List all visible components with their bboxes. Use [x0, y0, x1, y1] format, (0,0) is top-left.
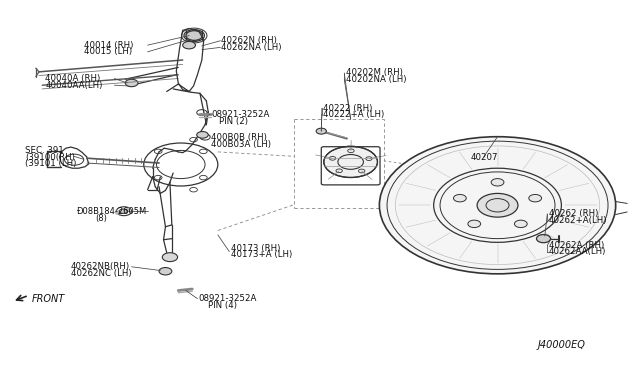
Text: 400B03A (LH): 400B03A (LH) [211, 140, 271, 149]
Circle shape [536, 235, 550, 243]
Text: 40262NC (LH): 40262NC (LH) [71, 269, 132, 278]
Text: 08921-3252A: 08921-3252A [211, 110, 270, 119]
Text: 40202NA (LH): 40202NA (LH) [346, 75, 406, 84]
Circle shape [163, 253, 177, 262]
Text: Ð08B184-2605M: Ð08B184-2605M [77, 208, 148, 217]
Circle shape [468, 220, 481, 228]
Text: 08921-3252A: 08921-3252A [198, 294, 257, 303]
Circle shape [186, 31, 202, 40]
Circle shape [182, 41, 195, 49]
Text: 40202M (RH): 40202M (RH) [346, 68, 403, 77]
Text: 40222 (RH): 40222 (RH) [323, 104, 372, 113]
Text: 400B0B (RH): 400B0B (RH) [211, 133, 268, 142]
Text: (39101 (LH): (39101 (LH) [25, 159, 76, 168]
Text: 40014 (RH): 40014 (RH) [84, 41, 133, 50]
Circle shape [316, 128, 326, 134]
Circle shape [125, 79, 138, 87]
Circle shape [515, 220, 527, 228]
Circle shape [491, 179, 504, 186]
Text: 40262N (RH): 40262N (RH) [221, 36, 277, 45]
Text: 40207: 40207 [470, 153, 497, 161]
Text: 40262 (RH): 40262 (RH) [548, 209, 598, 218]
Circle shape [196, 132, 208, 138]
Text: PIN (4): PIN (4) [208, 301, 237, 310]
Text: 40222+A (LH): 40222+A (LH) [323, 110, 385, 119]
Circle shape [324, 146, 378, 177]
Text: PIN (2): PIN (2) [219, 117, 248, 126]
Text: 40262A (RH): 40262A (RH) [548, 241, 604, 250]
Circle shape [477, 193, 518, 217]
Text: J40000EQ: J40000EQ [537, 340, 585, 350]
Text: 40015 (LH): 40015 (LH) [84, 47, 132, 56]
Text: 40262NB(RH): 40262NB(RH) [71, 262, 130, 271]
Circle shape [120, 209, 127, 214]
Text: 40040A (RH): 40040A (RH) [45, 74, 100, 83]
Text: 40262AA(LH): 40262AA(LH) [548, 247, 606, 256]
Text: FRONT: FRONT [31, 294, 65, 304]
Text: (8): (8) [95, 214, 107, 223]
Text: 40262+A(LH): 40262+A(LH) [548, 216, 607, 225]
Text: SEC. 391: SEC. 391 [25, 146, 64, 155]
Circle shape [529, 195, 541, 202]
Text: (39100(RH): (39100(RH) [25, 153, 75, 161]
Circle shape [454, 195, 467, 202]
Circle shape [184, 30, 204, 41]
Text: 40173 (RH): 40173 (RH) [230, 244, 280, 253]
Circle shape [380, 137, 616, 274]
Text: 40173+A (LH): 40173+A (LH) [230, 250, 292, 259]
Text: 40040AA(LH): 40040AA(LH) [45, 81, 103, 90]
Circle shape [159, 267, 172, 275]
Text: 40262NA (LH): 40262NA (LH) [221, 43, 282, 52]
